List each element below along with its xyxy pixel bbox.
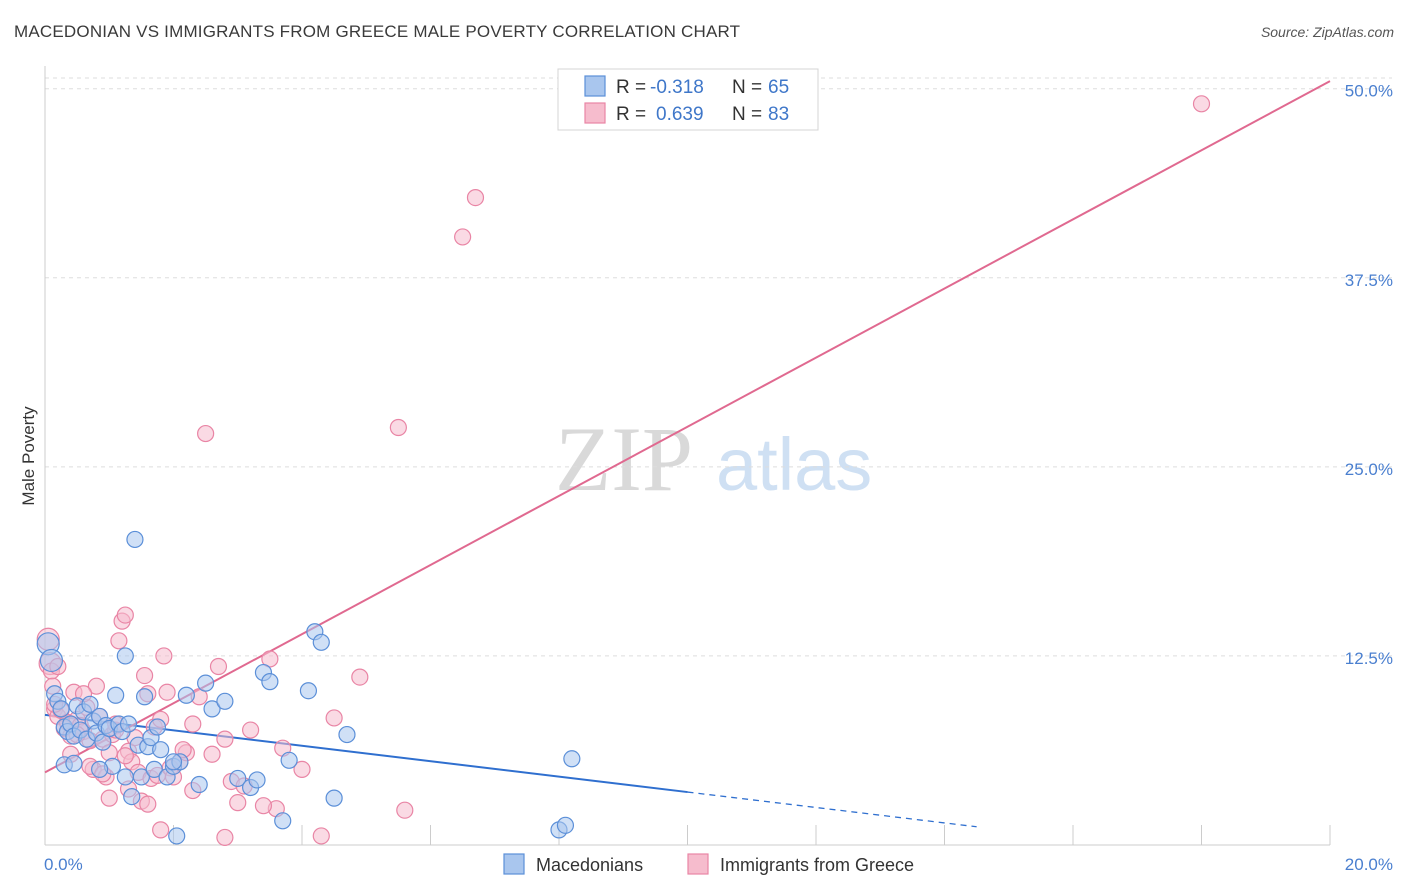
macedonians-point <box>177 686 195 704</box>
macedonians-point <box>280 751 298 769</box>
immigrants-point <box>242 721 260 739</box>
legend-n-label-2: N = <box>732 104 762 125</box>
immigrants-point <box>197 424 215 443</box>
series-legend: Macedonians Immigrants from Greece <box>503 853 914 875</box>
immigrants-point <box>389 418 407 437</box>
macedonians-point <box>168 827 186 845</box>
macedonians-point <box>126 530 144 549</box>
macedonians-point <box>107 686 125 704</box>
bottom-legend-label-macedonians: Macedonians <box>536 855 643 875</box>
immigrants-point <box>87 677 106 695</box>
legend-swatch-macedonians <box>584 75 606 97</box>
y-tick-label: 50.0% <box>1345 82 1393 101</box>
macedonians-point <box>556 816 575 834</box>
correlation-legend: R = -0.318 N = 65 R = 0.639 N = 83 <box>557 68 819 131</box>
macedonians-point <box>65 754 83 772</box>
macedonians-point <box>261 673 279 691</box>
immigrants-point <box>155 647 173 665</box>
immigrants-point <box>116 747 134 765</box>
macedonians-point <box>135 688 154 706</box>
macedonians-point <box>148 718 167 736</box>
immigrants-point <box>396 801 414 819</box>
legend-n-label-1: N = <box>732 77 762 98</box>
legend-n-value-2: 83 <box>768 104 789 125</box>
immigrants-point <box>216 730 234 748</box>
macedonians-point <box>338 725 356 744</box>
macedonians-point <box>132 768 150 786</box>
macedonians-point <box>152 741 170 759</box>
y-tick-label: 25.0% <box>1345 460 1393 479</box>
immigrants-point <box>100 789 118 807</box>
legend-r-value-1: -0.318 <box>650 77 704 98</box>
immigrants-point <box>216 828 234 847</box>
immigrants-point <box>209 657 228 676</box>
gridlines <box>45 77 1392 657</box>
immigrants-point <box>135 666 154 685</box>
macedonians-point <box>119 715 138 733</box>
immigrants-point <box>203 745 221 763</box>
immigrants-point <box>139 795 157 813</box>
x-tick-label-max: 20.0% <box>1345 855 1393 874</box>
macedonians-point <box>52 700 70 718</box>
macedonians-point <box>91 760 109 778</box>
macedonians-point <box>325 789 343 807</box>
immigrants-point <box>229 794 247 812</box>
x-tick-label-min: 0.0% <box>44 855 83 874</box>
macedonians-trend-extension <box>687 791 977 828</box>
macedonians-point <box>116 647 134 665</box>
immigrants-point <box>116 606 134 624</box>
macedonians-point <box>203 700 221 718</box>
macedonians-point <box>274 812 292 830</box>
immigrants-point <box>312 827 330 845</box>
macedonians-points <box>36 530 581 845</box>
immigrants-point <box>184 715 202 733</box>
legend-r-value-2: 0.639 <box>656 104 704 125</box>
macedonians-point <box>248 771 266 789</box>
legend-r-label-2: R = <box>616 104 646 125</box>
y-axis-label: Male Poverty <box>19 406 38 506</box>
immigrants-trend-line <box>44 80 1331 774</box>
macedonians-point <box>190 775 208 794</box>
bottom-legend-label-immigrants: Immigrants from Greece <box>720 855 914 875</box>
axes: 12.5% 25.0% 37.5% 50.0% 0.0% 20.0% <box>44 66 1393 874</box>
immigrants-point <box>325 709 343 727</box>
macedonians-point <box>216 692 234 710</box>
immigrants-point <box>351 668 369 686</box>
macedonians-point <box>81 695 99 713</box>
y-tick-label: 37.5% <box>1345 271 1393 290</box>
macedonians-point <box>116 768 134 786</box>
macedonians-point <box>563 750 581 768</box>
immigrants-point <box>152 821 170 839</box>
macedonians-point <box>299 682 318 700</box>
legend-r-label-1: R = <box>616 77 646 98</box>
macedonians-point <box>39 648 64 673</box>
macedonians-point <box>312 633 330 651</box>
bottom-legend-swatch-immigrants <box>687 853 709 875</box>
macedonians-point <box>164 753 183 771</box>
y-tick-label: 12.5% <box>1345 649 1393 668</box>
watermark-zip: ZIP <box>555 408 693 510</box>
immigrants-point <box>293 760 311 778</box>
immigrants-point <box>110 632 128 650</box>
macedonians-point <box>197 674 215 692</box>
legend-swatch-immigrants-from-greece <box>584 102 606 124</box>
immigrants-point <box>1192 95 1211 113</box>
immigrants-point <box>158 683 176 701</box>
macedonians-point <box>229 769 247 788</box>
source-credit: Source: ZipAtlas.com <box>1260 24 1394 40</box>
bottom-legend-swatch-macedonians <box>503 853 525 875</box>
macedonians-point <box>123 787 141 806</box>
chart-title: MACEDONIAN VS IMMIGRANTS FROM GREECE MAL… <box>14 22 741 41</box>
legend-n-value-1: 65 <box>768 77 789 98</box>
immigrants-point <box>254 797 273 815</box>
macedonians-point <box>145 760 163 778</box>
immigrants-point <box>466 188 485 207</box>
immigrants-point <box>454 228 472 246</box>
watermark-atlas: atlas <box>716 423 872 506</box>
